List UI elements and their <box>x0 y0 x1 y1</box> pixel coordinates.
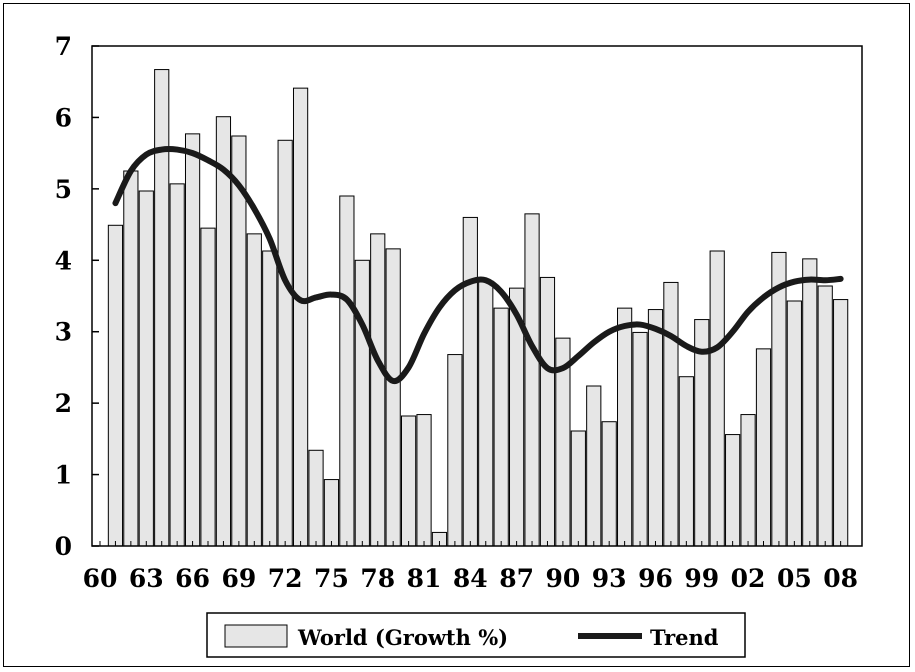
y-tick-label-0: 0 <box>55 532 72 561</box>
y-tick-label-7: 7 <box>55 32 72 61</box>
bar-2005 <box>786 300 802 547</box>
bar-1968 <box>215 116 232 547</box>
legend-line-label: Trend <box>650 625 719 650</box>
legend-bar-label: World (Growth %) <box>297 625 508 650</box>
bar-1973 <box>292 87 309 547</box>
x-tick-label-87: 87 <box>499 564 534 593</box>
chart-frame <box>3 3 910 667</box>
bar-1994 <box>617 307 633 547</box>
x-tick-label-63: 63 <box>129 564 164 593</box>
bar-1977 <box>354 259 370 547</box>
legend-bar-swatch <box>224 624 288 648</box>
bar-1993 <box>601 421 617 547</box>
x-tick-label-93: 93 <box>592 564 627 593</box>
x-tick-label-75: 75 <box>314 564 349 593</box>
bar-1983 <box>447 354 463 547</box>
bar-1985 <box>478 280 494 547</box>
x-tick-label-08: 08 <box>823 564 858 593</box>
y-axis: 0 1 2 3 4 5 6 7 <box>55 32 99 561</box>
bar-series <box>107 69 849 547</box>
bar-1969 <box>231 135 247 547</box>
bar-1981 <box>416 414 432 547</box>
bar-2001 <box>725 434 741 547</box>
x-tick-label-81: 81 <box>407 564 442 593</box>
bar-1989 <box>539 276 556 547</box>
y-tick-label-4: 4 <box>55 246 72 275</box>
bar-1971 <box>262 250 278 547</box>
legend: World (Growth %) Trend <box>206 612 746 658</box>
x-tick-label-60: 60 <box>83 564 118 593</box>
x-tick-label-66: 66 <box>175 564 210 593</box>
x-tick-label-72: 72 <box>268 564 303 593</box>
bar-1961 <box>107 224 124 547</box>
bar-1997 <box>663 281 679 547</box>
bar-1974 <box>308 449 324 547</box>
bar-2000 <box>709 250 725 547</box>
x-tick-label-84: 84 <box>453 564 488 593</box>
bar-1964 <box>154 69 170 547</box>
bar-1967 <box>200 227 216 547</box>
bar-2007 <box>817 285 833 547</box>
x-tick-label-90: 90 <box>546 564 581 593</box>
bar-1972 <box>277 139 293 547</box>
bar-1996 <box>647 309 664 547</box>
x-tick-label-99: 99 <box>684 564 719 593</box>
bar-1979 <box>385 248 401 547</box>
x-tick-label-69: 69 <box>221 564 256 593</box>
bar-2008 <box>833 299 849 547</box>
bar-1965 <box>169 183 185 547</box>
bar-1962 <box>123 170 139 547</box>
x-tick-label-05: 05 <box>777 564 812 593</box>
x-tick-label-96: 96 <box>638 564 673 593</box>
x-axis: 60 63 66 69 72 75 78 81 84 87 90 93 96 99 02 05 08 <box>83 541 858 593</box>
bar-1984 <box>462 216 478 547</box>
y-tick-label-5: 5 <box>55 175 72 204</box>
bar-2003 <box>755 348 772 547</box>
legend-box <box>206 612 746 658</box>
bar-1966 <box>184 133 201 547</box>
bar-1975 <box>323 479 340 547</box>
plot-area <box>91 45 863 547</box>
bar-1986 <box>493 307 509 547</box>
bar-1991 <box>570 430 586 547</box>
bar-1998 <box>678 376 694 547</box>
bar-1992 <box>586 385 602 547</box>
bar-2006 <box>802 258 818 547</box>
bar-1976 <box>339 195 355 547</box>
y-tick-label-1: 1 <box>55 461 72 490</box>
bar-2002 <box>740 414 756 547</box>
x-tick-label-02: 02 <box>731 564 766 593</box>
bar-2004 <box>771 251 787 547</box>
x-tick-label-78: 78 <box>360 564 395 593</box>
bar-1995 <box>632 331 648 547</box>
bar-1970 <box>246 233 262 547</box>
bar-1988 <box>524 213 540 547</box>
trend-line <box>112 146 844 385</box>
y-tick-label-3: 3 <box>55 318 72 347</box>
bar-1980 <box>401 415 417 547</box>
y-tick-label-6: 6 <box>55 103 72 132</box>
bar-1978 <box>370 233 386 547</box>
bar-1963 <box>138 190 154 547</box>
y-tick-label-2: 2 <box>55 389 72 418</box>
